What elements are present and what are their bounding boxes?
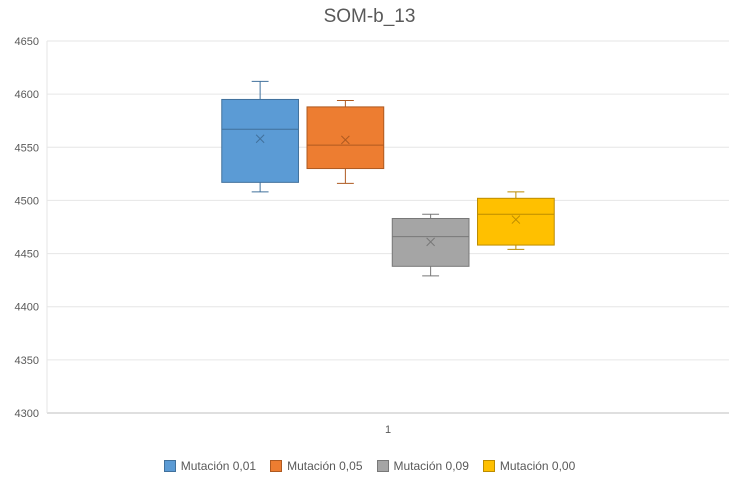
legend-item: Mutación 0,00	[482, 459, 576, 473]
y-tick-label: 4500	[15, 195, 39, 207]
chart-title: SOM-b_13	[323, 6, 416, 27]
box	[221, 98, 299, 183]
box-series	[391, 213, 470, 277]
legend-swatch	[376, 460, 389, 472]
legend-swatch	[482, 460, 495, 472]
y-tick-label: 4600	[15, 89, 39, 101]
legend-label: Mutación 0,05	[287, 459, 363, 473]
y-tick-label: 4300	[15, 408, 39, 420]
y-tick-label: 4650	[15, 36, 39, 48]
legend-item: Mutación 0,05	[270, 459, 363, 473]
y-tick-label: 4400	[15, 302, 39, 314]
mean-marker	[341, 135, 350, 145]
box-series	[306, 100, 385, 184]
box	[306, 106, 385, 170]
y-tick-label: 4350	[15, 355, 39, 367]
legend-swatch	[163, 460, 176, 472]
y-tick-label: 4550	[15, 142, 39, 154]
x-tick-label: 1	[385, 424, 391, 436]
mean-marker	[426, 237, 435, 247]
legend-swatch	[270, 460, 283, 472]
legend-item: Mutación 0,01	[163, 459, 257, 473]
legend-item: Mutación 0,09	[376, 459, 469, 473]
y-tick-label: 4450	[15, 249, 39, 261]
box	[477, 197, 555, 246]
mean-marker	[255, 134, 265, 144]
box-series	[477, 191, 555, 250]
legend-label: Mutación 0,00	[499, 459, 576, 473]
mean-marker	[511, 215, 521, 224]
legend-label: Mutación 0,01	[180, 459, 257, 473]
legend-label: Mutación 0,09	[393, 459, 469, 473]
legend: Mutación 0,01 Mutación 0,05 Mutación 0,09 M…	[0, 459, 739, 473]
box-series	[221, 80, 299, 193]
